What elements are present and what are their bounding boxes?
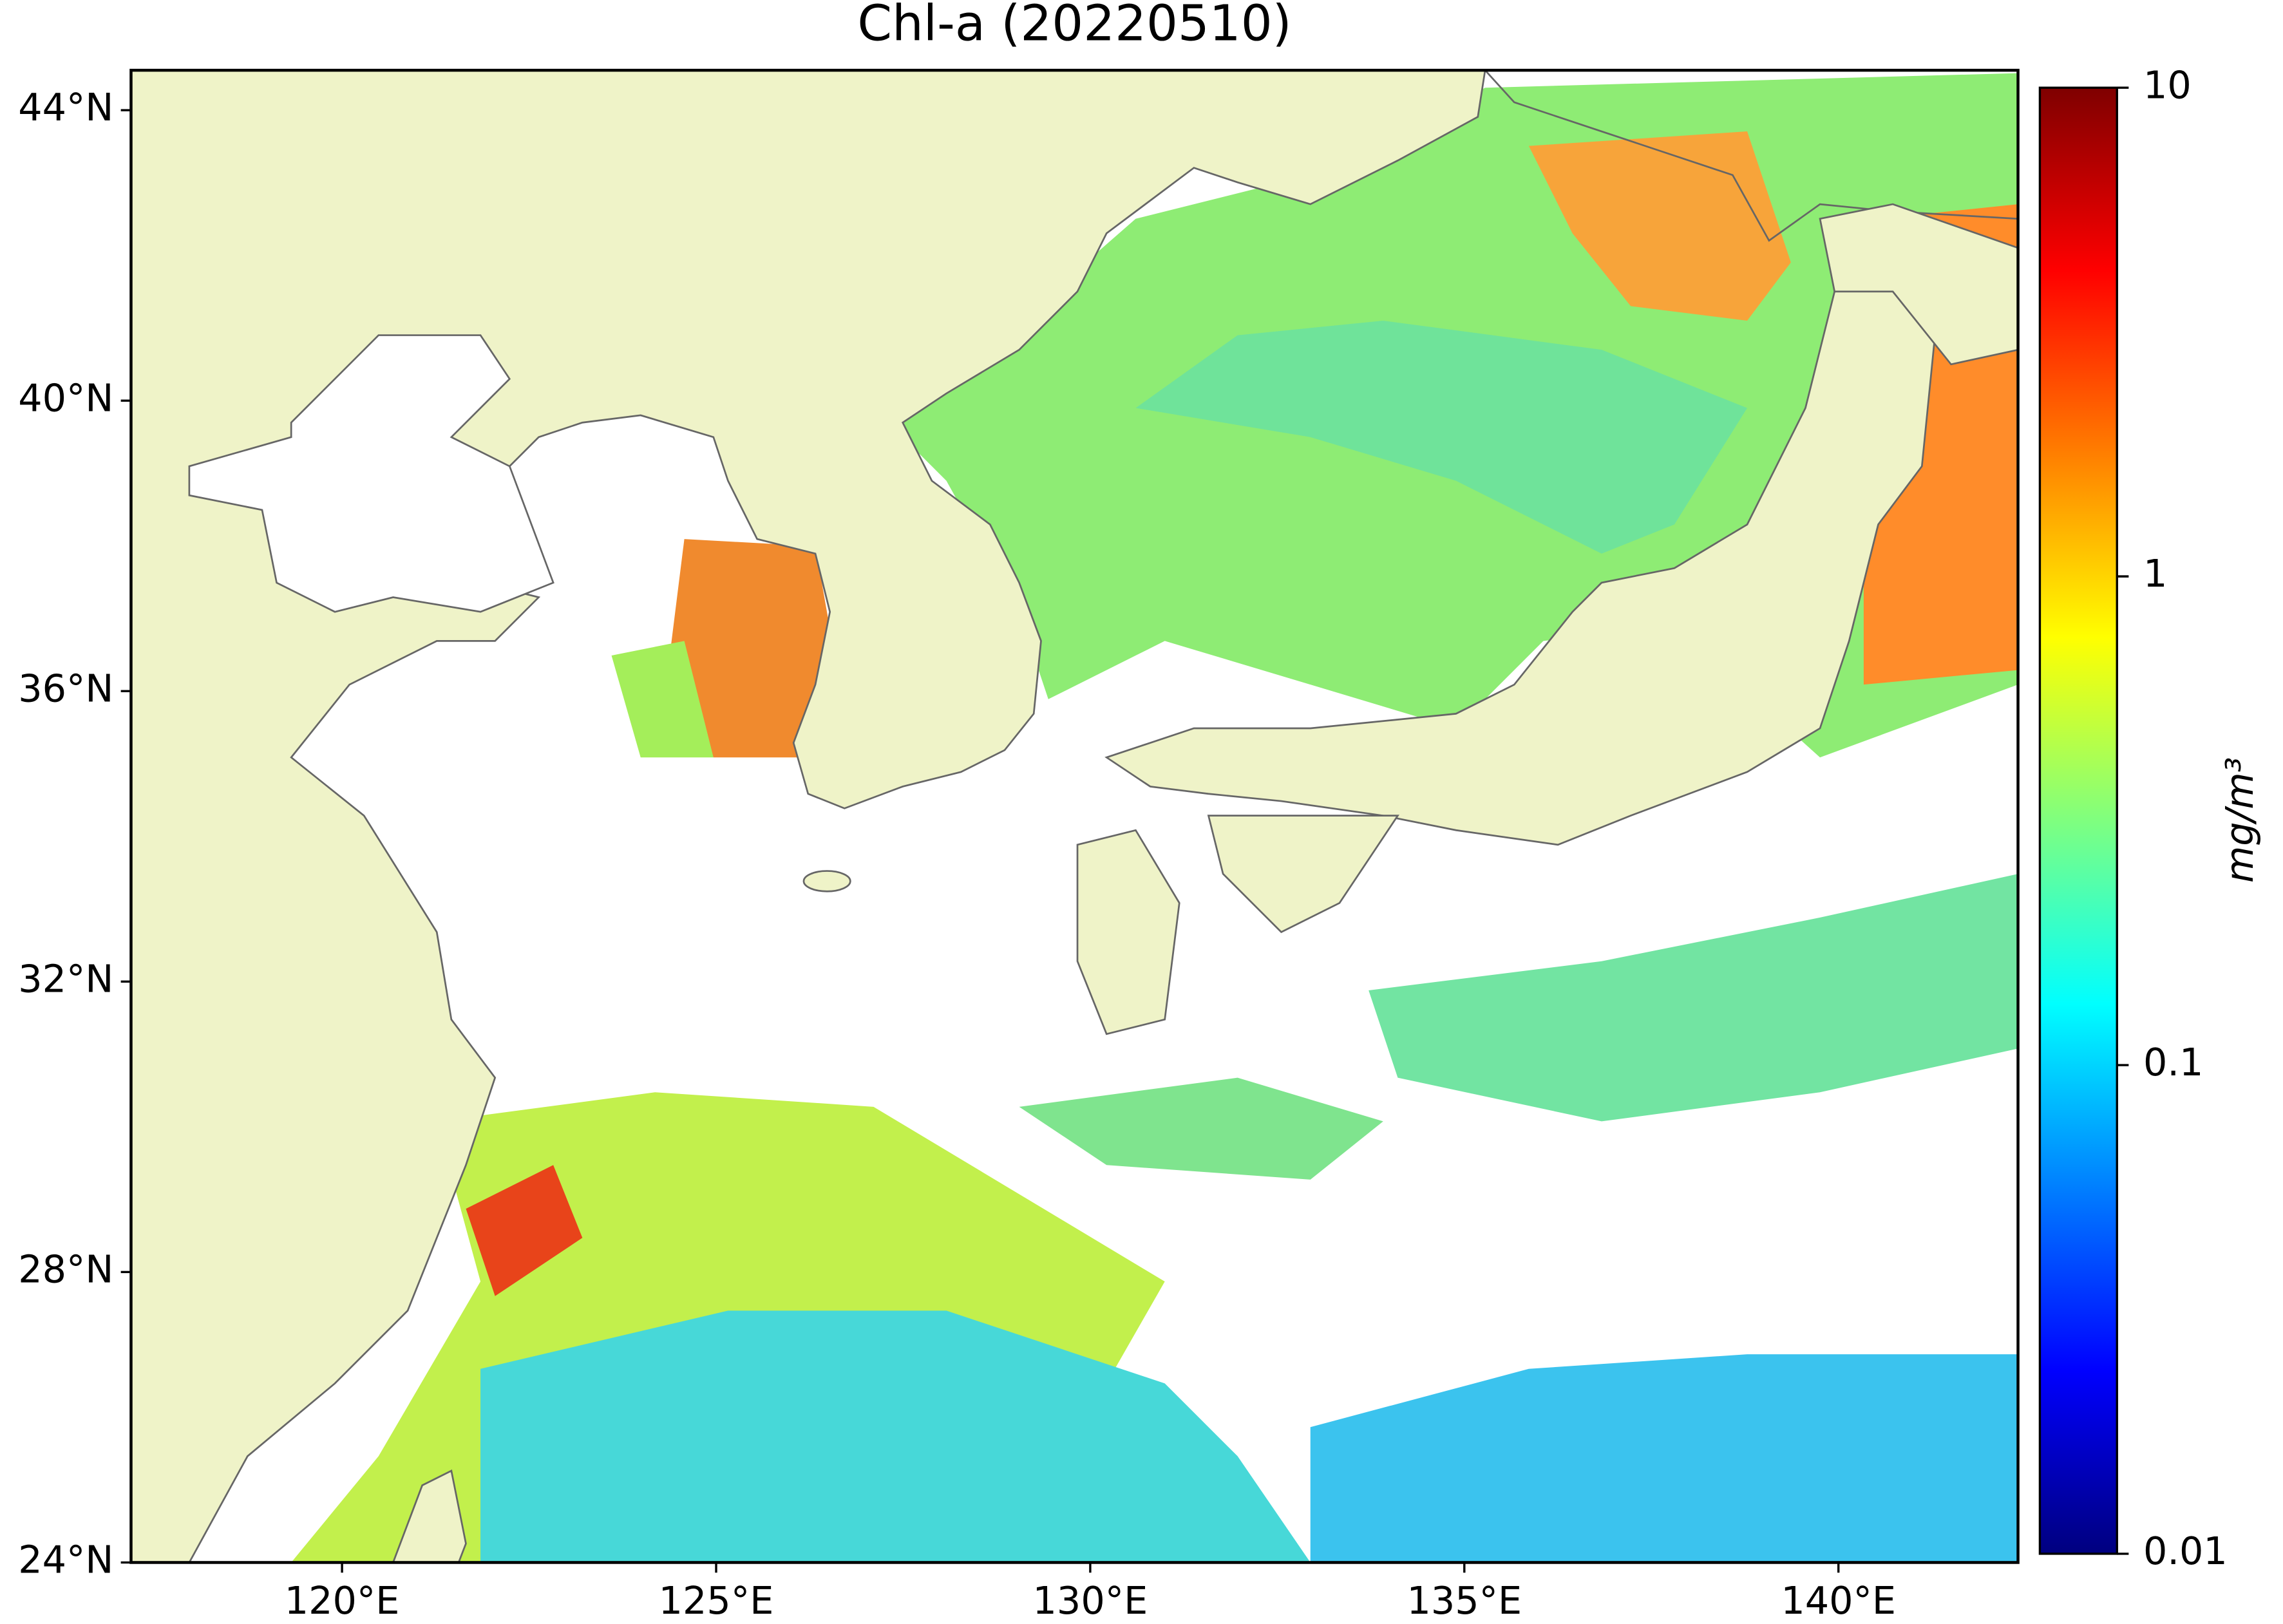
land-taiwan	[392, 1469, 467, 1563]
y-tick-label: 44°N	[18, 85, 113, 129]
land-hokkaido	[1819, 203, 2018, 366]
land-jeju	[802, 870, 851, 892]
land-asia	[131, 70, 1486, 1563]
x-tick-label: 140°E	[1781, 1578, 1896, 1623]
x-tick-label: 125°E	[659, 1578, 774, 1623]
y-tick-label: 36°N	[18, 666, 113, 710]
y-tick-label: 24°N	[18, 1538, 113, 1582]
colorbar	[2038, 86, 2118, 1555]
x-tick-label: 135°E	[1407, 1578, 1522, 1623]
chl-band	[1019, 1077, 1383, 1180]
colorbar-tick-label: 0.1	[2143, 1040, 2203, 1084]
chl-patch	[480, 1310, 1311, 1563]
bohai-sea	[188, 334, 554, 613]
y-tick-label: 28°N	[18, 1247, 113, 1292]
land-shikoku	[1207, 815, 1399, 934]
chl-patch	[1310, 1354, 2018, 1563]
chl-patch	[466, 1165, 583, 1296]
chart-title: Chl-a (20220510)	[857, 0, 1291, 52]
chl-patch	[669, 539, 837, 758]
land-honshu	[1104, 261, 1938, 846]
plot-frame	[129, 68, 2020, 1564]
chl-band	[1369, 874, 2018, 1122]
map	[131, 70, 2018, 1563]
land-kyushu	[1076, 829, 1180, 1035]
y-tick-label: 40°N	[18, 375, 113, 420]
colorbar-tick-label: 1	[2143, 551, 2167, 596]
x-tick-label: 120°E	[285, 1578, 400, 1623]
chl-patch	[1135, 320, 1748, 554]
y-tick-label: 32°N	[18, 956, 113, 1001]
colorbar-tick-label: 10	[2143, 62, 2192, 107]
colorbar-tick-label: 0.01	[2143, 1529, 2228, 1573]
x-tick-label: 130°E	[1033, 1578, 1148, 1623]
chl-patch	[1528, 131, 1791, 321]
land-russia	[1484, 70, 2018, 242]
colorbar-label: mg/m³	[2217, 757, 2262, 883]
chl-patch	[611, 641, 714, 758]
